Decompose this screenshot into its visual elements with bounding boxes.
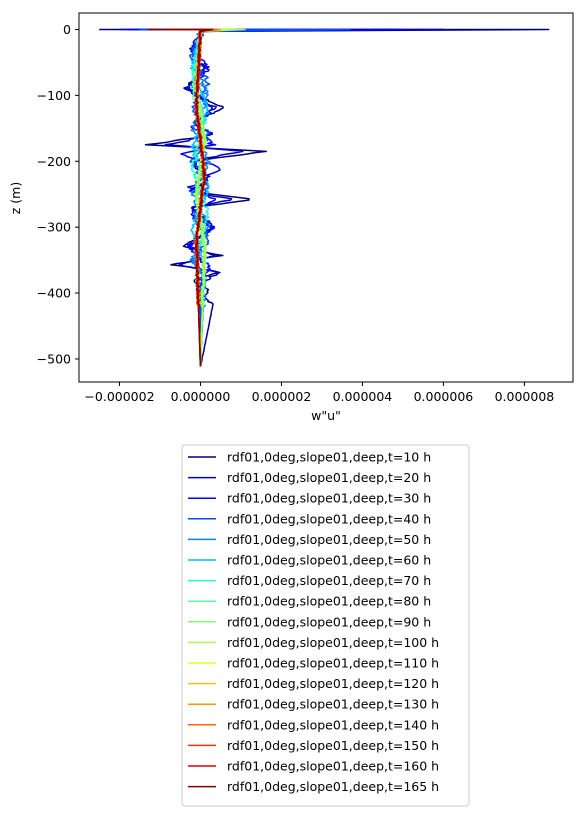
legend-box — [181, 444, 470, 807]
series-lines — [99, 28, 550, 367]
series-line — [99, 28, 550, 367]
x-tick-label: 0.000004 — [333, 389, 393, 404]
legend-entry: rdf01,0deg,slope01,deep,t=80 h — [227, 594, 431, 609]
legend-entry: rdf01,0deg,slope01,deep,t=110 h — [227, 656, 439, 671]
y-tick-label: −300 — [37, 220, 71, 235]
plot-frame — [78, 12, 574, 383]
legend-entry: rdf01,0deg,slope01,deep,t=60 h — [227, 553, 431, 568]
series-line — [168, 28, 214, 367]
series-line — [147, 28, 214, 367]
y-tick-label: −200 — [37, 154, 71, 169]
x-axis: −0.000002 0.000000 0.000002 0.000004 0.00000… — [84, 382, 554, 404]
legend-entry: rdf01,0deg,slope01,deep,t=30 h — [227, 491, 431, 506]
legend-entry: rdf01,0deg,slope01,deep,t=120 h — [227, 676, 439, 691]
series-line — [172, 28, 246, 367]
y-axis: 0 −100 −200 −300 −400 −500 — [37, 22, 79, 366]
y-tick-label: −500 — [37, 351, 71, 366]
series-line — [119, 28, 445, 367]
y-tick-label: 0 — [63, 22, 71, 37]
y-tick-label: −400 — [37, 286, 71, 301]
x-tick-label: 0.000008 — [495, 389, 555, 404]
legend-entry: rdf01,0deg,slope01,deep,t=10 h — [227, 450, 431, 465]
y-tick-label: −100 — [37, 88, 71, 103]
legend-entry: rdf01,0deg,slope01,deep,t=150 h — [227, 738, 439, 753]
y-axis-label: z (m) — [8, 182, 23, 214]
legend-entry: rdf01,0deg,slope01,deep,t=165 h — [227, 779, 439, 794]
legend-entry: rdf01,0deg,slope01,deep,t=160 h — [227, 759, 439, 774]
x-tick-label: 0.000000 — [171, 389, 231, 404]
legend-entry: rdf01,0deg,slope01,deep,t=70 h — [227, 573, 431, 588]
series-line — [127, 28, 404, 367]
x-axis-label: w"u" — [311, 408, 341, 423]
legend: rdf01,0deg,slope01,deep,t=10 h rdf01,0deg… — [181, 444, 470, 807]
legend-entry: rdf01,0deg,slope01,deep,t=50 h — [227, 532, 431, 547]
legend-entry: rdf01,0deg,slope01,deep,t=100 h — [227, 635, 439, 650]
legend-entry: rdf01,0deg,slope01,deep,t=90 h — [227, 614, 431, 629]
legend-entry: rdf01,0deg,slope01,deep,t=140 h — [227, 717, 439, 732]
x-tick-label: 0.000002 — [252, 389, 312, 404]
legend-entry: rdf01,0deg,slope01,deep,t=20 h — [227, 470, 431, 485]
x-tick-label: 0.000006 — [414, 389, 474, 404]
x-tick-label: −0.000002 — [84, 389, 154, 404]
legend-entry: rdf01,0deg,slope01,deep,t=130 h — [227, 697, 439, 712]
legend-entry: rdf01,0deg,slope01,deep,t=40 h — [227, 511, 431, 526]
